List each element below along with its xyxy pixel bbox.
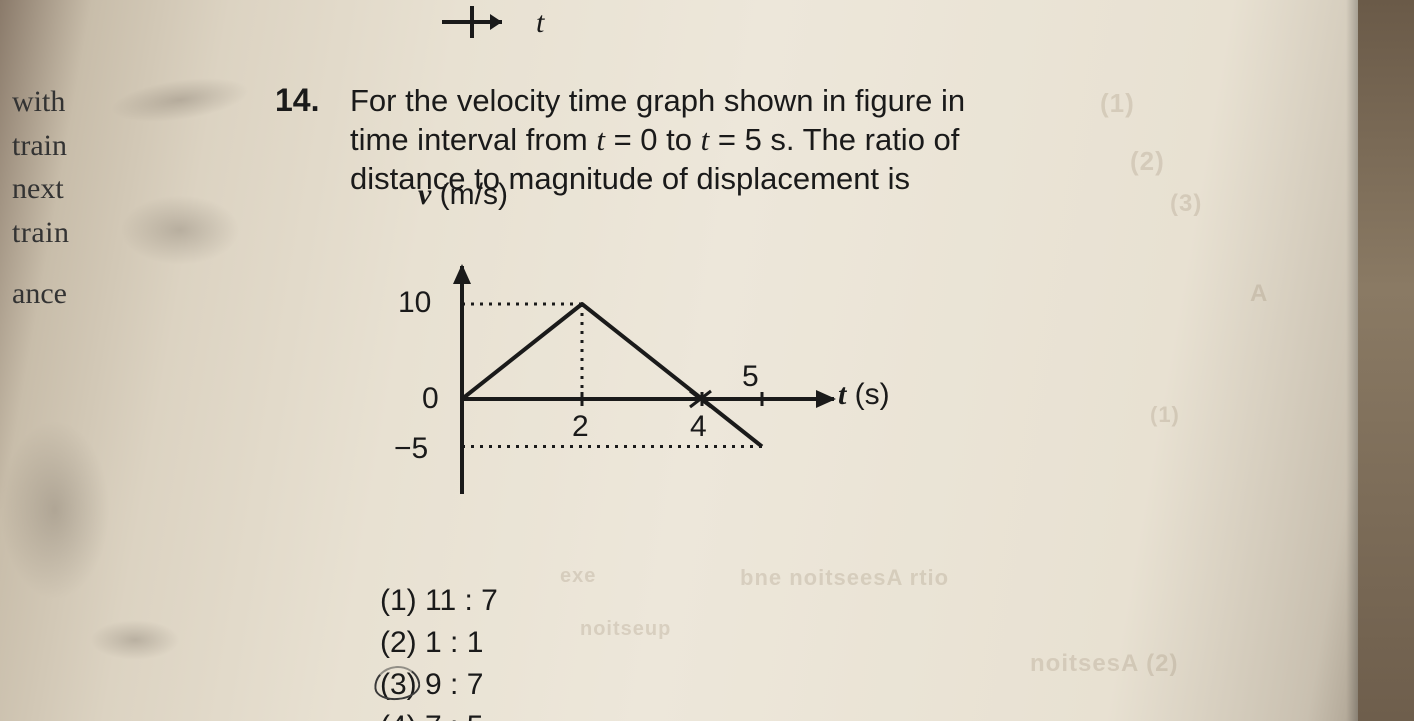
bleed-text: (3)	[1170, 190, 1202, 218]
q-line2c: = 5 s. The ratio of	[709, 122, 959, 157]
x-axis-unit: (s)	[846, 378, 889, 411]
question-number: 14.	[275, 82, 319, 119]
xtick-2: 2	[572, 410, 589, 444]
desk-strip	[1358, 0, 1414, 721]
prev-axis-t: t	[536, 6, 544, 40]
bleed-text: A	[1250, 280, 1268, 308]
smudge-4	[90, 620, 180, 660]
y-axis-unit: (m/s)	[431, 178, 508, 211]
ytick-m5: −5	[394, 432, 428, 466]
ytick-0: 0	[422, 382, 439, 416]
q-line2a: time interval from	[350, 122, 596, 157]
y-axis-label: v (m/s)	[418, 178, 508, 212]
option-4: (4) 7 : 5	[380, 706, 498, 721]
bleed-text: (1)	[1100, 88, 1135, 119]
option-3: (3) 9 : 7	[380, 664, 498, 706]
smudge-3	[0, 420, 110, 600]
bleed-text: (1)	[1150, 402, 1180, 428]
smudge-2	[120, 195, 240, 265]
bleed-text: bne noitseesA rtio	[740, 565, 949, 591]
q-line2b: = 0 to	[605, 122, 701, 157]
prev-arrow-stub	[432, 0, 522, 44]
bleed-text: (2)	[1130, 146, 1165, 177]
q-t2: t	[701, 122, 710, 157]
x-axis-label: t (s)	[838, 378, 890, 412]
xtick-5: 5	[742, 360, 759, 394]
page-fold-shadow	[1346, 0, 1358, 721]
frag-train1: train	[12, 124, 242, 168]
ytick-10: 10	[398, 286, 431, 320]
y-axis-var: v	[418, 178, 431, 211]
xtick-4: 4	[690, 410, 707, 444]
bleed-text: noitsesA (2)	[1030, 650, 1178, 678]
answer-options: (1) 11 : 7 (2) 1 : 1 (3) 9 : 7 (4) 7 : 5	[380, 580, 498, 721]
q-line1: For the velocity time graph shown in fig…	[350, 83, 965, 118]
option-1: (1) 11 : 7	[380, 580, 498, 622]
frag-ance: ance	[12, 272, 242, 316]
q-t1: t	[596, 122, 605, 157]
bleed-text: exe	[560, 565, 596, 588]
bleed-text: noitseup	[580, 618, 671, 641]
option-2: (2) 1 : 1	[380, 622, 498, 664]
